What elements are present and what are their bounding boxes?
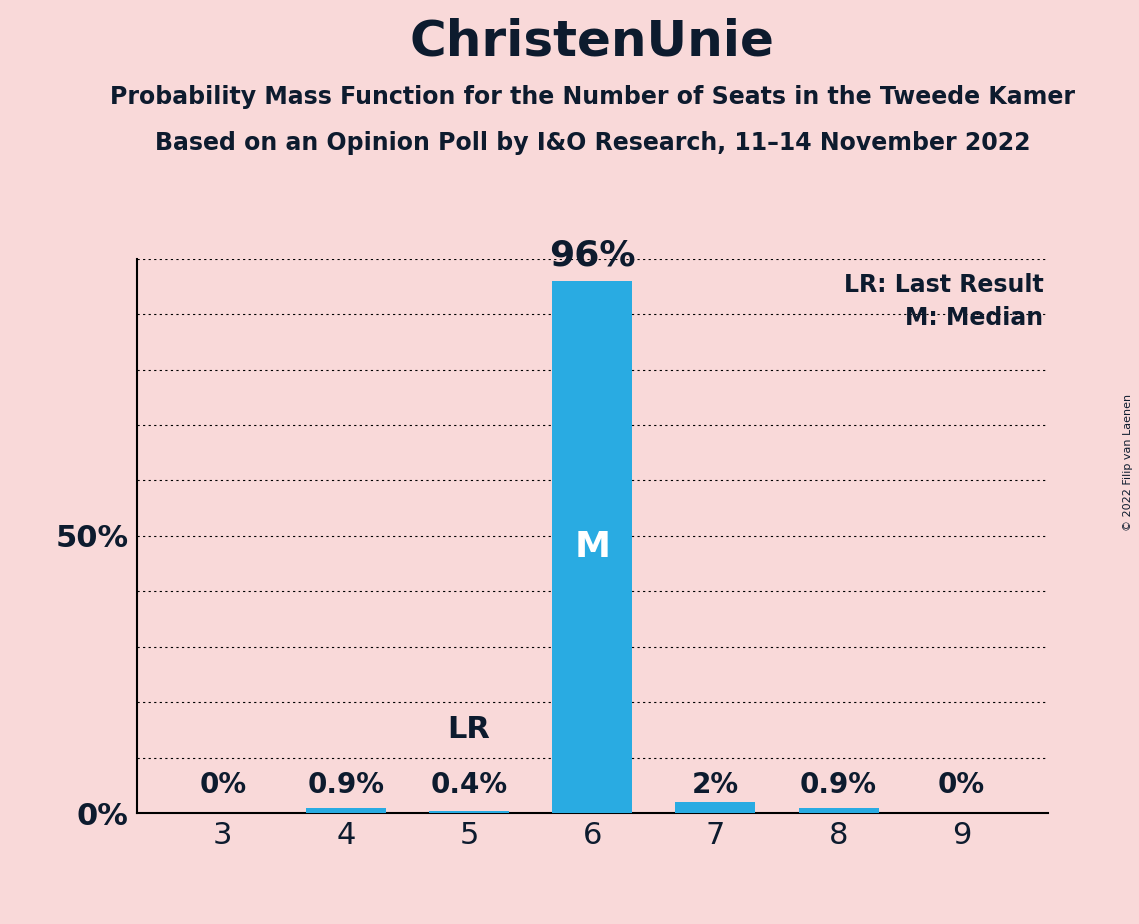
Text: 0.4%: 0.4% [431, 772, 508, 799]
Text: 0%: 0% [939, 772, 985, 799]
Text: 0.9%: 0.9% [800, 772, 877, 799]
Bar [429, 811, 509, 813]
Text: ChristenUnie: ChristenUnie [410, 18, 775, 66]
Text: LR: Last Result: LR: Last Result [844, 273, 1043, 297]
Text: © 2022 Filip van Laenen: © 2022 Filip van Laenen [1123, 394, 1133, 530]
Text: LR: LR [448, 715, 491, 745]
Text: 96%: 96% [549, 238, 636, 273]
Text: 0%: 0% [199, 772, 246, 799]
Bar [798, 808, 878, 813]
Bar [552, 281, 632, 813]
Text: Based on an Opinion Poll by I&O Research, 11–14 November 2022: Based on an Opinion Poll by I&O Research… [155, 131, 1030, 155]
Text: 2%: 2% [691, 772, 739, 799]
Text: Probability Mass Function for the Number of Seats in the Tweede Kamer: Probability Mass Function for the Number… [109, 85, 1075, 109]
Bar [675, 802, 755, 813]
Bar [306, 808, 386, 813]
Text: 0.9%: 0.9% [308, 772, 385, 799]
Text: M: Median: M: Median [906, 306, 1043, 330]
Text: M: M [574, 530, 611, 564]
